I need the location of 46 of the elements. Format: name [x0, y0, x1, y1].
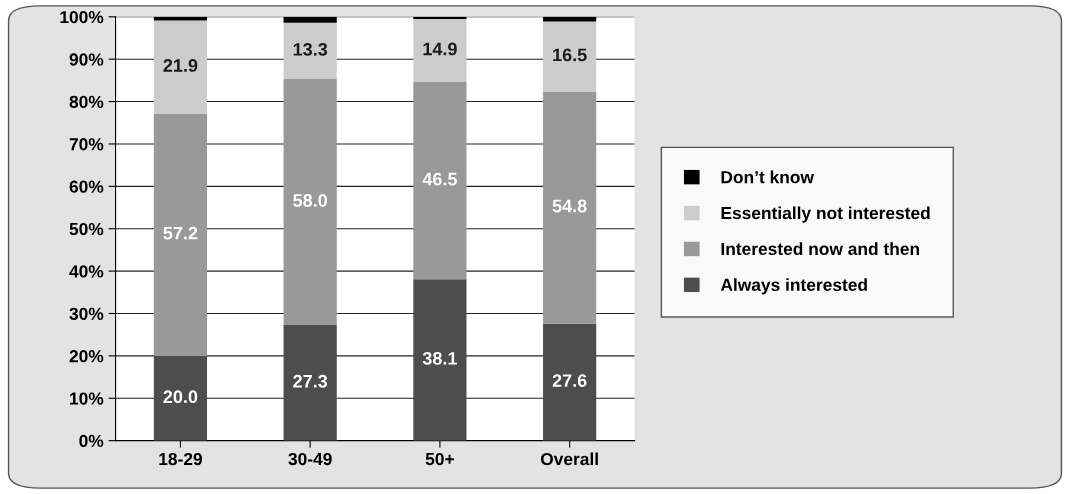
bar	[413, 18, 467, 83]
data-label: 38.1	[422, 351, 457, 365]
legend-label: Interested now and then	[721, 242, 919, 256]
bar	[413, 16, 467, 19]
data-label: 16.5	[553, 48, 587, 62]
x-tick-label: 18-29	[159, 452, 202, 466]
legend-label: Essentially not interested	[721, 206, 930, 223]
bar	[283, 16, 337, 23]
bar	[543, 91, 597, 324]
y-tick-label: 20%	[69, 350, 104, 363]
data-label: 58.0	[293, 194, 327, 207]
bar	[543, 21, 597, 92]
bar	[283, 22, 337, 80]
y-tick-label: 80%	[69, 95, 104, 109]
bar	[543, 323, 597, 441]
data-label: 20.0	[163, 390, 198, 404]
data-label: 14.9	[423, 42, 457, 56]
legend-label: Don’t know	[721, 170, 814, 184]
y-tick-label: 90%	[69, 53, 104, 66]
x-tick-label: 50+	[425, 452, 454, 466]
data-label: 27.6	[552, 374, 587, 387]
bar	[413, 279, 467, 441]
x-tick-label: 30-49	[288, 452, 332, 466]
y-tick-label: 70%	[69, 138, 104, 151]
bar	[153, 16, 208, 21]
y-tick-label: 40%	[69, 265, 104, 278]
data-label: 54.8	[552, 199, 587, 213]
data-label: 46.5	[422, 172, 457, 186]
data-label: 57.2	[163, 226, 198, 240]
y-tick-label: 60%	[69, 180, 104, 193]
y-tick-label: 0%	[79, 434, 104, 448]
bar	[153, 355, 208, 441]
bar	[413, 82, 467, 280]
bar	[283, 79, 337, 325]
data-label: 21.9	[163, 59, 198, 72]
data-label: 27.3	[293, 374, 328, 388]
y-tick-label: 30%	[69, 307, 104, 320]
x-tick-label: Overall	[540, 452, 598, 466]
bar	[153, 20, 208, 114]
y-tick-label: 50%	[69, 222, 104, 236]
y-tick-label: 100%	[60, 10, 104, 24]
bar	[283, 324, 337, 441]
y-tick-label: 10%	[70, 392, 104, 405]
legend-label: Always interested	[720, 278, 867, 295]
bar	[153, 113, 208, 356]
data-label: 13.3	[293, 42, 328, 56]
